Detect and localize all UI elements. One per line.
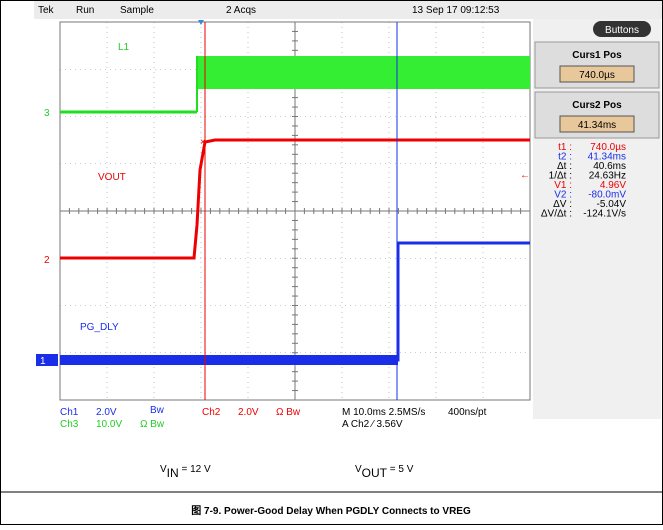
vout-label: VOUT <box>98 172 126 183</box>
pg-label: PG_DLY <box>80 322 119 333</box>
curs2-field[interactable] <box>559 115 635 133</box>
marker-1: 1 <box>40 356 46 367</box>
readout-value: -5.04V <box>597 199 627 210</box>
curs2-title: Curs2 Pos <box>572 100 622 111</box>
readout-label: ΔV : <box>553 199 572 210</box>
acqs: 2 Acqs <box>226 5 256 16</box>
cursor2-cross: × <box>392 358 398 369</box>
vin-v: V <box>160 464 167 475</box>
vin-sub: IN <box>167 466 179 480</box>
top-bar <box>34 1 662 19</box>
ref-arrow: ← <box>520 170 530 181</box>
readout-value: -80.0mV <box>588 190 626 201</box>
curs2-value: 41.34ms <box>578 120 616 131</box>
ch1-bw: Bw <box>150 405 165 416</box>
ch3: Ch3 <box>60 419 79 430</box>
marker-2: 2 <box>44 255 50 266</box>
status-ch1: Ch1 2.0V Bw <box>60 405 165 418</box>
readout-label: t2 : <box>558 152 572 163</box>
ch2-bw: Ω Bw <box>276 407 301 418</box>
buttons-button[interactable] <box>593 21 651 37</box>
screen-frame <box>59 21 531 401</box>
ch3-scale: 10.0V <box>96 419 122 430</box>
caption: 图 7-9. Power-Good Delay When PGDLY Conne… <box>191 505 471 517</box>
vin-value: = 12 V <box>179 464 211 475</box>
marker-3: 3 <box>44 108 50 119</box>
ch2: Ch2 <box>202 407 221 418</box>
curs1-title: Curs1 Pos <box>572 50 622 61</box>
pg-trace-low <box>60 355 398 365</box>
vout-trace <box>60 138 530 260</box>
readout-label: ΔV/Δt : <box>541 209 572 220</box>
readout-value: 4.96V <box>600 180 626 191</box>
readouts: t1 : 740.0µs t2 : 41.34ms Δt : 40.6ms 1/Δt : 24… <box>541 142 626 220</box>
curs1-value: 740.0µs <box>579 70 615 81</box>
readout-label: 1/Δt : <box>549 171 572 182</box>
brand: Tek <box>38 5 55 16</box>
vout: VOUT = 5 V <box>355 464 414 480</box>
readout-label: V2 : <box>554 190 572 201</box>
vout-sub: OUT <box>362 466 388 480</box>
readout-value: -124.1V/s <box>583 209 626 220</box>
date: 13 Sep 17 09:12:53 <box>412 5 500 16</box>
marker-1-bg <box>36 354 58 366</box>
readout-value: 40.6ms <box>593 161 626 172</box>
cursor1-cross: × <box>200 137 206 148</box>
vout-value: = 5 V <box>387 464 414 475</box>
readout-label: Δt : <box>557 161 572 172</box>
status-ch2: Ch2 2.0V Ω Bw <box>202 407 301 418</box>
ch1: Ch1 <box>60 407 79 418</box>
buttons-label: Buttons <box>605 25 639 36</box>
readout-label: t1 : <box>558 142 572 153</box>
trigger: A Ch2 ⁄ 3.56V <box>342 419 403 430</box>
l1-label: L1 <box>118 42 130 53</box>
readout-value: 24.63Hz <box>589 171 626 182</box>
readout-value: 740.0µs <box>590 142 626 153</box>
timebase: M 10.0ms 2.5MS/s <box>342 407 425 418</box>
ch2-scale: 2.0V <box>238 407 259 418</box>
state: Run <box>76 5 94 16</box>
vout-v: V <box>355 464 362 475</box>
ch3-bw: Ω Bw <box>140 419 165 430</box>
curs1-field[interactable] <box>559 65 635 83</box>
mode: Sample <box>120 5 154 16</box>
rate: 400ns/pt <box>448 407 487 418</box>
vin: VIN = 12 V <box>160 464 211 480</box>
ch1-scale: 2.0V <box>96 407 117 418</box>
readout-value: 41.34ms <box>588 152 626 163</box>
readout-label: V1 : <box>554 180 572 191</box>
l1-trace-high <box>197 56 530 89</box>
status-ch3: Ch3 10.0V Ω Bw <box>60 419 165 430</box>
